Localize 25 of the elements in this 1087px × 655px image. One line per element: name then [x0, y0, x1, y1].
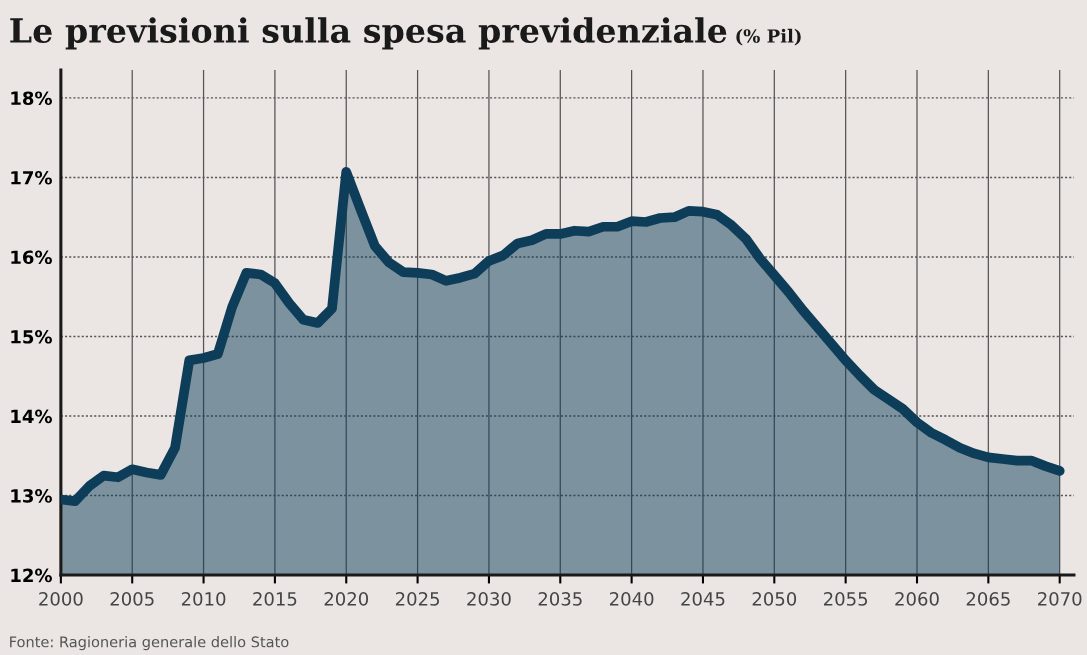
x-tick-label: 2035	[538, 592, 582, 606]
x-tick-label: 2025	[395, 592, 439, 606]
y-tick-label: 14%	[11, 409, 52, 424]
x-tick-label: 2055	[824, 592, 868, 606]
source-note: Fonte: Ragioneria generale dello Stato	[10, 636, 289, 651]
x-tick-label: 2020	[324, 592, 369, 606]
chart-subtitle: (% Pil)	[736, 28, 801, 46]
x-tick-label: 2015	[253, 592, 297, 606]
x-tick-label: 2010	[181, 592, 226, 606]
x-tick-label: 2000	[39, 592, 83, 606]
y-tick-label: 17%	[11, 170, 52, 185]
x-tick-label: 2065	[966, 592, 1010, 606]
x-tick-label: 2045	[681, 592, 725, 606]
x-tick-label: 2060	[895, 592, 939, 606]
x-tick-label: 2050	[752, 592, 797, 606]
x-tick-label: 2030	[467, 592, 511, 606]
x-tick-label: 2005	[110, 592, 154, 606]
x-tick-label: 2070	[1038, 592, 1082, 606]
x-tick-label: 2040	[609, 592, 654, 606]
y-tick-label: 18%	[11, 91, 52, 106]
y-tick-label: 15%	[11, 329, 52, 344]
y-tick-label: 13%	[11, 489, 52, 503]
y-tick-label: 16%	[11, 250, 52, 265]
chart-title: Le previsioni sulla spesa previdenziale	[10, 17, 727, 50]
y-tick-label: 12%	[11, 568, 52, 583]
